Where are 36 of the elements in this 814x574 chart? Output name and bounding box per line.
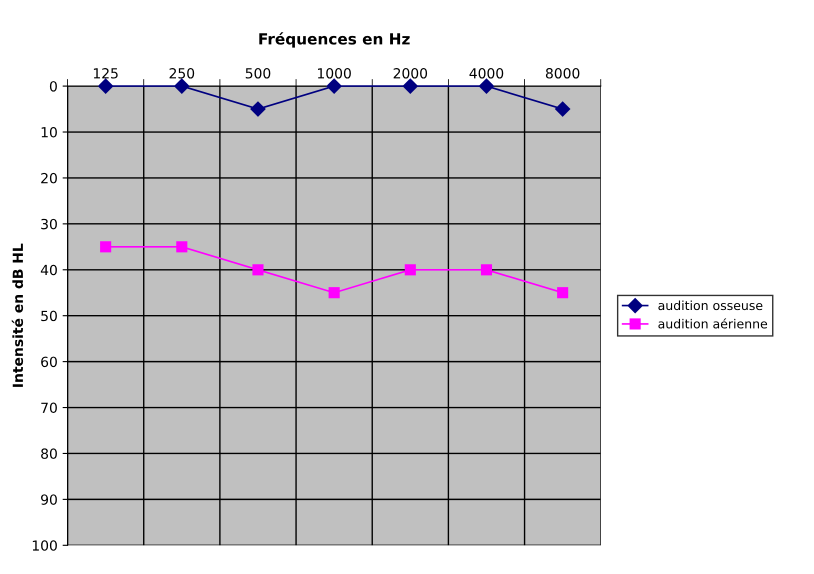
point: [174, 78, 190, 94]
point: [480, 264, 492, 276]
legend-label: audition osseuse: [658, 300, 762, 310]
y-tick-label: 50: [41, 310, 57, 322]
y-tick-label: 90: [41, 494, 57, 505]
x-tick-label: 250: [170, 68, 194, 79]
x-tick-label: 2000: [394, 68, 428, 79]
y-tick-label: 100: [32, 540, 57, 551]
y-tick-label: 30: [41, 218, 57, 230]
chart-title: Fréquences en Hz: [259, 32, 410, 48]
point: [328, 287, 340, 298]
y-tick-label: 80: [41, 448, 57, 459]
point: [557, 287, 568, 298]
y-tick-label: 60: [41, 356, 57, 368]
y-axis-title: Intensité en dB HL: [12, 244, 24, 387]
point: [478, 78, 494, 94]
point: [326, 78, 342, 94]
y-tick-label: 20: [41, 172, 57, 184]
point: [176, 241, 188, 252]
point: [404, 264, 416, 276]
y-tick-label: 0: [50, 81, 57, 92]
y-tick-label: 10: [42, 126, 57, 138]
point: [100, 241, 112, 252]
legend-label: audition aérienne: [658, 318, 768, 328]
point: [98, 78, 114, 94]
x-tick-label: 1000: [318, 68, 351, 79]
x-tick-label: 8000: [546, 68, 580, 79]
point: [402, 78, 418, 94]
x-tick-label: 125: [94, 68, 118, 79]
point: [555, 101, 570, 117]
point: [252, 264, 264, 276]
y-tick-label: 70: [41, 402, 57, 414]
point: [250, 101, 266, 117]
x-tick-label: 4000: [469, 68, 504, 79]
x-tick-label: 500: [246, 68, 270, 79]
y-tick-label: 40: [40, 264, 57, 276]
